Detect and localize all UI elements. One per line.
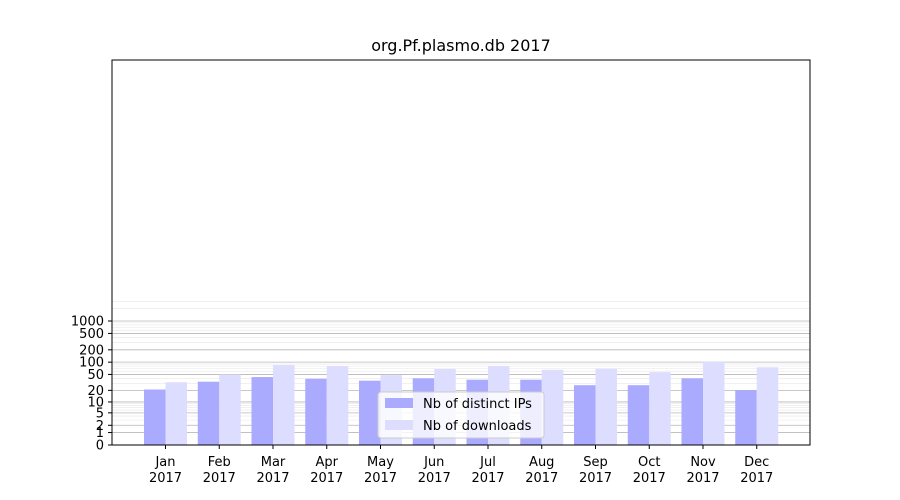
x-tick-label: May [367, 455, 394, 470]
x-tick-sublabel: 2017 [364, 471, 397, 486]
x-tick-sublabel: 2017 [686, 471, 719, 486]
x-tick-label: Dec [744, 455, 769, 470]
bar-distinct-ips [735, 390, 757, 445]
x-tick-label: Nov [690, 455, 716, 470]
x-tick-sublabel: 2017 [579, 471, 612, 486]
x-tick-sublabel: 2017 [633, 471, 666, 486]
legend-box [377, 391, 545, 439]
bar-distinct-ips [681, 378, 703, 445]
legend-label-downloads: Nb of downloads [423, 419, 532, 434]
y-tick-label: 100 [79, 356, 104, 371]
x-tick-label: Mar [261, 455, 286, 470]
x-tick-sublabel: 2017 [149, 471, 182, 486]
bar-downloads [541, 369, 564, 445]
y-tick-label: 10 [87, 395, 104, 410]
y-tick-label: 1000 [71, 314, 104, 329]
x-tick-sublabel: 2017 [740, 471, 773, 486]
y-tick-label: 5 [96, 406, 104, 421]
bar-downloads [649, 372, 671, 445]
x-tick-label: Aug [529, 455, 554, 470]
plot-frame [111, 59, 811, 446]
x-tick-label: Oct [638, 455, 660, 470]
legend-swatch-downloads [385, 420, 413, 430]
legend-label-ips: Nb of distinct IPs [423, 397, 532, 412]
y-tick-label: 1 [96, 426, 104, 441]
x-tick-label: Apr [316, 455, 339, 470]
bar-distinct-ips [197, 381, 220, 445]
bar-downloads [326, 366, 349, 445]
y-tick-label: 50 [87, 368, 104, 383]
bar-distinct-ips [627, 385, 650, 445]
x-tick-label: Jul [479, 455, 496, 470]
y-tick-label: 200 [79, 343, 104, 358]
bar-distinct-ips [144, 389, 166, 445]
chart-title: org.Pf.plasmo.db 2017 [371, 36, 551, 55]
bar-distinct-ips [251, 377, 273, 445]
x-tick-sublabel: 2017 [525, 471, 558, 486]
legend-swatch-ips [385, 398, 413, 408]
bar-distinct-ips [574, 385, 596, 445]
y-tick-label: 20 [87, 384, 104, 399]
y-tick-label: 500 [79, 327, 104, 342]
x-tick-sublabel: 2017 [256, 471, 289, 486]
y-tick-label: 2 [96, 419, 104, 434]
bar-downloads [219, 374, 241, 445]
x-tick-label: Feb [208, 455, 231, 470]
x-tick-sublabel: 2017 [471, 471, 504, 486]
bar-downloads [165, 382, 187, 445]
x-tick-label: Jun [423, 455, 444, 470]
legend: Nb of distinct IPs Nb of downloads [377, 391, 545, 439]
x-tick-sublabel: 2017 [203, 471, 236, 486]
x-tick-label: Jan [154, 455, 175, 470]
bar-downloads [273, 365, 295, 445]
bar-downloads [703, 361, 725, 445]
bar-distinct-ips [305, 378, 327, 445]
x-tick-sublabel: 2017 [310, 471, 343, 486]
x-tick-sublabel: 2017 [418, 471, 451, 486]
x-tick-label: Sep [583, 455, 608, 470]
x-axis: Jan2017Feb2017Mar2017Apr2017May2017Jun20… [149, 445, 773, 486]
bar-downloads [595, 368, 617, 445]
bar-distinct-ips [359, 380, 381, 445]
bar-downloads [756, 367, 779, 445]
y-tick-label: 0 [96, 439, 104, 454]
